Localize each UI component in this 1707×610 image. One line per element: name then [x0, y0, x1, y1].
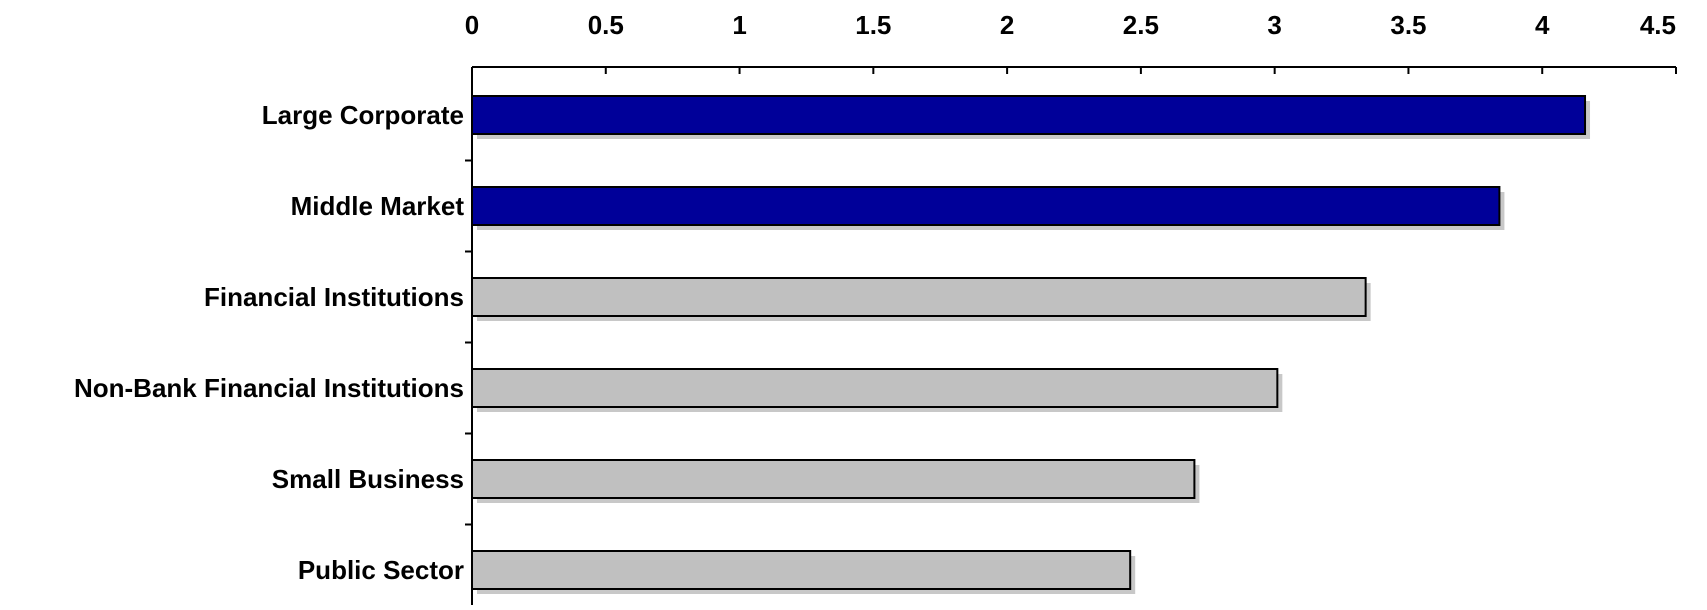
category-label: Non-Bank Financial Institutions [74, 373, 464, 403]
x-tick-label: 3 [1267, 10, 1281, 40]
x-tick-label: 2 [1000, 10, 1014, 40]
x-tick-label: 0 [465, 10, 479, 40]
category-labels: Large Corporate Middle Market Financial In… [74, 100, 464, 585]
bar [471, 95, 1587, 135]
bar [471, 368, 1279, 408]
x-tick-label: 4.5 [1640, 10, 1676, 40]
category-label: Large Corporate [262, 100, 464, 130]
category-label: Public Sector [298, 555, 464, 585]
bars [471, 95, 1591, 594]
x-axis: 0 0.5 1 1.5 2 2.5 3 3.5 4 4.5 [465, 10, 1677, 74]
y-axis [465, 67, 473, 605]
x-tick-label: 1.5 [855, 10, 891, 40]
x-tick-label: 3.5 [1390, 10, 1426, 40]
x-tick-label: 4 [1535, 10, 1550, 40]
x-tick-label: 2.5 [1123, 10, 1159, 40]
bar [471, 186, 1501, 226]
bar [471, 550, 1132, 590]
x-tick-label: 1 [732, 10, 746, 40]
x-tick-label: 0.5 [588, 10, 624, 40]
bar [471, 459, 1196, 499]
category-label: Middle Market [291, 191, 465, 221]
category-label: Financial Institutions [204, 282, 464, 312]
category-label: Small Business [272, 464, 464, 494]
bar [471, 277, 1367, 317]
